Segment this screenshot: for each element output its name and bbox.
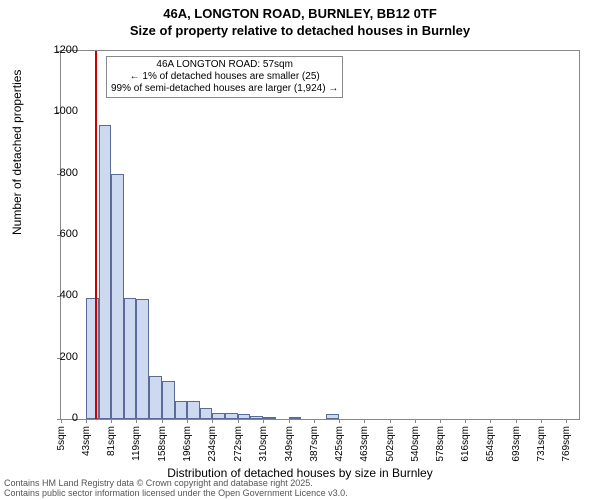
histogram-bar xyxy=(187,401,200,419)
y-tick-label: 400 xyxy=(38,289,78,301)
histogram-bar xyxy=(111,174,124,419)
histogram-bar xyxy=(200,408,213,419)
footer-line2: Contains public sector information licen… xyxy=(4,489,596,499)
x-tick-label: 578sqm xyxy=(435,426,446,462)
histogram-bar xyxy=(99,125,112,419)
x-tick-label: 693sqm xyxy=(511,426,522,462)
x-tick-label: 502sqm xyxy=(385,426,396,462)
histogram-bar xyxy=(225,413,238,419)
chart-plot-area: 46A LONGTON ROAD: 57sqm← 1% of detached … xyxy=(60,50,580,420)
annotation-line3: 99% of semi-detached houses are larger (… xyxy=(111,83,338,95)
x-tick-label: 769sqm xyxy=(561,426,572,462)
chart-title: 46A, LONGTON ROAD, BURNLEY, BB12 0TF Siz… xyxy=(0,0,600,40)
x-tick-label: 5sqm xyxy=(56,426,67,450)
histogram-bar xyxy=(238,414,251,419)
footer-attribution: Contains HM Land Registry data © Crown c… xyxy=(0,478,600,500)
annotation-line2: ← 1% of detached houses are smaller (25) xyxy=(111,71,338,83)
x-tick-label: 119sqm xyxy=(131,426,142,461)
title-line2: Size of property relative to detached ho… xyxy=(0,23,600,40)
x-tick-label: 196sqm xyxy=(182,426,193,462)
histogram-bar xyxy=(136,299,149,419)
histogram-bar xyxy=(162,381,175,419)
histogram-bar xyxy=(175,401,188,419)
y-tick-label: 1000 xyxy=(38,105,78,117)
y-tick-label: 200 xyxy=(38,351,78,363)
histogram-bar xyxy=(149,376,162,419)
x-tick-label: 540sqm xyxy=(410,426,421,462)
histogram-bar xyxy=(212,413,225,419)
histogram-bar xyxy=(263,417,276,419)
reference-line xyxy=(95,51,97,419)
annotation-box: 46A LONGTON ROAD: 57sqm← 1% of detached … xyxy=(106,56,343,98)
x-tick-label: 81sqm xyxy=(106,426,117,456)
title-line1: 46A, LONGTON ROAD, BURNLEY, BB12 0TF xyxy=(0,6,600,23)
annotation-line1: 46A LONGTON ROAD: 57sqm xyxy=(111,59,338,71)
x-tick-label: 43sqm xyxy=(81,426,92,456)
x-tick-label: 731sqm xyxy=(536,426,547,462)
x-tick-label: 272sqm xyxy=(233,426,244,462)
y-tick-label: 0 xyxy=(38,412,78,424)
y-tick-label: 1200 xyxy=(38,44,78,56)
histogram-bar xyxy=(326,414,339,419)
y-axis-label: Number of detached properties xyxy=(10,70,24,235)
x-tick-label: 387sqm xyxy=(309,426,320,462)
y-tick-label: 800 xyxy=(38,167,78,179)
x-tick-label: 234sqm xyxy=(207,426,218,462)
x-tick-label: 463sqm xyxy=(359,426,370,462)
x-tick-label: 654sqm xyxy=(485,426,496,462)
x-tick-label: 158sqm xyxy=(157,426,168,462)
x-tick-label: 349sqm xyxy=(284,426,295,462)
histogram-bar xyxy=(250,416,263,419)
histogram-bar xyxy=(289,417,302,419)
histogram-bar xyxy=(124,298,137,419)
x-tick-label: 425sqm xyxy=(334,426,345,462)
x-tick-label: 310sqm xyxy=(258,426,269,462)
y-tick-label: 600 xyxy=(38,228,78,240)
x-tick-label: 616sqm xyxy=(460,426,471,462)
